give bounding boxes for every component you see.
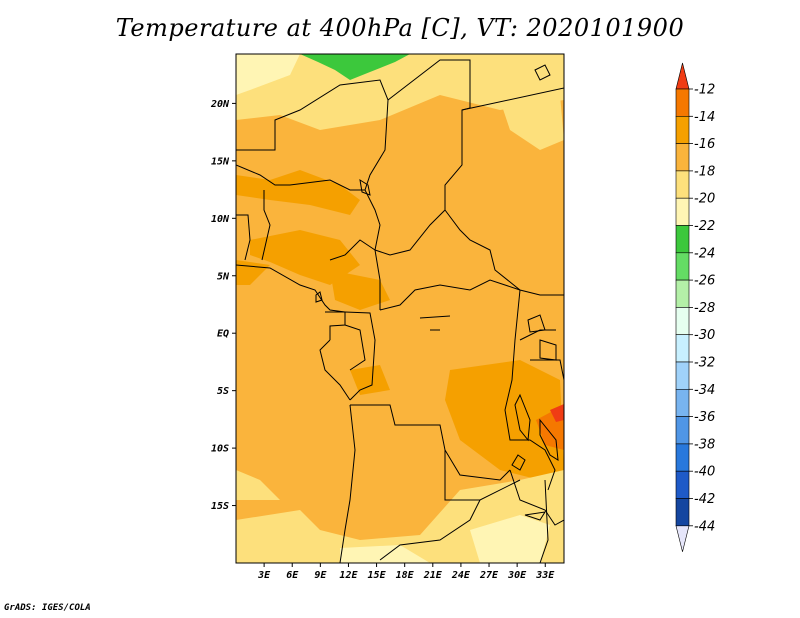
- lat-tick-label: 10S: [211, 444, 229, 455]
- colorbar: -12 -14 -16 -18 -20 -22 -24 -26 -28 -30 -32 -34 -36 -…: [675, 62, 715, 552]
- lat-tick-label: 15N: [211, 156, 230, 167]
- colorbar-label: -14: [694, 110, 715, 125]
- lon-tick-label: 30E: [507, 570, 527, 581]
- lat-tick-label: 10N: [211, 214, 230, 225]
- colorbar-label: -44: [694, 519, 715, 534]
- lon-tick-label: 33E: [535, 570, 555, 581]
- lon-tick-label: 21E: [423, 570, 443, 581]
- lon-tick-label: 18E: [396, 570, 415, 581]
- colorbar-box: [675, 252, 690, 281]
- lon-tick-label: 9E: [314, 570, 327, 581]
- colorbar-box: [675, 225, 690, 254]
- map-frame: [235, 53, 565, 564]
- colorbar-box: [675, 334, 690, 363]
- colorbar-box: [675, 388, 690, 417]
- colorbar-label: -40: [694, 465, 715, 480]
- colorbar-label: -28: [694, 301, 715, 316]
- colorbar-box: [675, 116, 690, 144]
- map-title: Temperature at 400hPa [C], VT: 202010190…: [115, 14, 685, 42]
- colorbar-label: -16: [694, 137, 715, 152]
- lat-tick-label: 5S: [217, 386, 229, 397]
- latitude-axis: 20N 15N 10N 5N EQ 5S 10S 15S: [210, 99, 236, 512]
- colorbar-label: -42: [694, 492, 715, 507]
- colorbar-box: [675, 279, 690, 308]
- lat-tick-label: 15S: [211, 501, 229, 512]
- lon-tick-label: 27E: [479, 570, 499, 581]
- colorbar-box: [675, 470, 690, 499]
- colorbar-box: [675, 170, 690, 199]
- colorbar-label: -20: [694, 192, 715, 207]
- colorbar-box: [675, 197, 690, 226]
- colorbar-label: -18: [694, 164, 715, 179]
- colorbar-box: [675, 143, 690, 172]
- temperature-field: [236, 54, 564, 563]
- lon-tick-label: 12E: [339, 570, 358, 581]
- colorbar-box: [675, 361, 690, 390]
- lon-tick-label: 6E: [286, 570, 299, 581]
- colorbar-bottom-arrow: [675, 525, 690, 552]
- colorbar-label: -12: [694, 83, 715, 98]
- lat-tick-label: EQ: [217, 329, 229, 340]
- lat-tick-label: 5N: [217, 271, 230, 282]
- colorbar-label: -34: [694, 383, 715, 398]
- grads-credit: GrADS: IGES/COLA: [4, 603, 91, 613]
- colorbar-label: -26: [694, 274, 715, 289]
- colorbar-label: -24: [694, 246, 715, 261]
- lon-tick-label: 3E: [257, 570, 271, 581]
- colorbar-box: [675, 307, 690, 335]
- longitude-axis: 3E 6E 9E 12E 15E 18E 21E 24E 27E 30E 33E: [257, 563, 555, 581]
- colorbar-box: [675, 443, 690, 472]
- colorbar-box: [675, 88, 690, 117]
- colorbar-box: [675, 416, 690, 445]
- colorbar-label: -32: [694, 356, 715, 371]
- colorbar-label: -30: [694, 328, 715, 343]
- colorbar-box: [675, 498, 690, 527]
- colorbar-label: -38: [694, 437, 715, 452]
- lon-tick-label: 24E: [451, 570, 471, 581]
- colorbar-label: -36: [694, 410, 715, 425]
- country-borders: [236, 59, 564, 563]
- lon-tick-label: 15E: [368, 570, 387, 581]
- colorbar-label: -22: [694, 219, 715, 234]
- colorbar-top-arrow: [675, 62, 690, 90]
- lat-tick-label: 20N: [210, 99, 230, 110]
